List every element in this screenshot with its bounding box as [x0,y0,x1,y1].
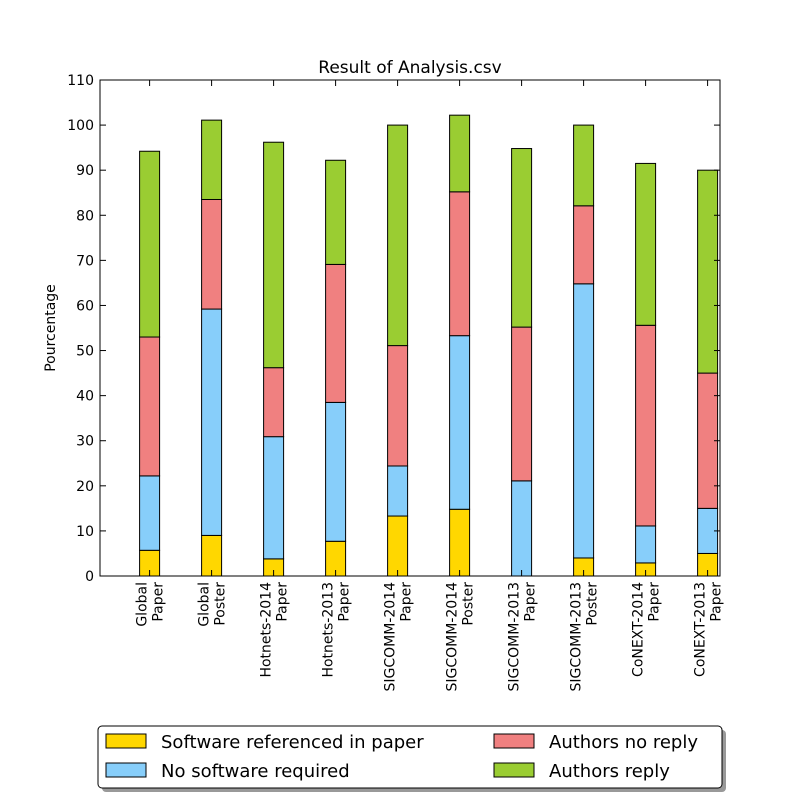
x-tick-label: Hotnets-2013 Paper [321,582,353,678]
bar-segment [449,114,471,193]
legend-label: Authors reply [549,761,670,782]
x-tick-label-line: Paper [399,582,415,622]
bar-segment [511,148,533,328]
x-tick-label: Global Poster [197,582,229,627]
y-axis-label: Pourcentage [43,284,59,372]
x-tick-label: CoNEXT-2014 Paper [631,582,663,677]
x-tick-label-line: Paper [337,582,353,622]
legend-swatch [493,733,535,749]
bar-segment [387,345,409,467]
bar-segment [263,141,285,369]
x-tick-label: Global Paper [135,582,167,627]
legend-swatch [105,733,147,749]
x-tick-label: Hotnets-2014 Paper [259,582,291,678]
bar-segment [139,336,161,477]
bar-segment [635,162,657,326]
x-tick-label-line: Paper [151,582,167,622]
y-tick-label: 30 [76,434,94,450]
bar-segment [511,326,533,482]
y-tick-label: 20 [76,479,94,495]
x-tick-label-line: Global [197,582,213,627]
bar-segment [573,205,595,285]
legend-swatch [493,762,535,778]
chart-title: Result of Analysis.csv [318,58,501,78]
bar-segment [263,436,285,560]
x-tick-label: SIGCOMM-2014 Paper [383,582,415,692]
y-tick-label: 70 [76,253,94,269]
x-tick-label-line: Paper [709,582,725,622]
x-tick-label-line: Global [135,582,151,627]
y-tick-label: 60 [76,298,94,314]
bar-segment [449,335,471,510]
legend-label: Software referenced in paper [161,732,424,753]
bar-segment [635,324,657,527]
bar-segment [263,367,285,438]
x-tick-label-line: SIGCOMM-2014 [445,582,461,692]
bar-segment [511,480,533,577]
x-tick-label-line: Poster [213,582,229,626]
x-tick-label-line: Hotnets-2013 [321,582,337,678]
bar-segment [201,198,223,310]
x-tick-label-line: Paper [523,582,539,622]
x-tick-label: CoNEXT-2013 Paper [693,582,725,677]
x-tick-label-line: Hotnets-2014 [259,582,275,678]
bar-segment [201,308,223,536]
bar-segment [387,465,409,517]
x-tick-label-line: SIGCOMM-2013 [569,582,585,692]
legend-box [97,725,723,789]
x-tick-label-line: CoNEXT-2013 [693,582,709,677]
y-tick-label: 80 [76,208,94,224]
x-tick-label: SIGCOMM-2013 Poster [569,582,601,692]
x-tick-label: SIGCOMM-2013 Paper [507,582,539,692]
y-tick-label: 110 [67,73,94,89]
y-tick-label: 100 [67,118,94,134]
x-tick-label-line: Paper [275,582,291,622]
x-tick-label: SIGCOMM-2014 Poster [445,582,477,692]
legend-swatch [105,762,147,778]
bar-segment [139,150,161,338]
bar-segment [697,169,719,374]
bar-segment [325,263,347,403]
bar-segment [635,525,657,564]
y-tick-label: 90 [76,163,94,179]
bar-segment [449,191,471,337]
legend-label: No software required [161,761,350,782]
bar-segment [201,534,223,577]
bar-segment [201,119,223,200]
bar-segment [573,124,595,207]
plot-frame [99,79,721,577]
bar-segment [387,515,409,577]
bar-segment [449,508,471,577]
legend-label: Authors no reply [549,732,698,753]
legend: Software referenced in paper No software … [97,725,726,792]
x-tick-label-line: CoNEXT-2014 [631,582,647,677]
bar-segment [139,475,161,551]
x-tick-label-line: Poster [461,582,477,626]
bar-segment [387,124,409,347]
x-tick-label-line: Poster [585,582,601,626]
y-tick-label: 40 [76,389,94,405]
y-tick-label: 50 [76,344,94,360]
y-tick-label: 10 [76,524,94,540]
x-tick-label-line: Paper [647,582,663,622]
bar-segment [573,283,595,559]
bar-segment [325,401,347,542]
x-tick-label-line: SIGCOMM-2014 [383,582,399,692]
bar-segment [325,159,347,265]
y-tick-label: 0 [85,569,94,585]
x-tick-label-line: SIGCOMM-2013 [507,582,523,692]
